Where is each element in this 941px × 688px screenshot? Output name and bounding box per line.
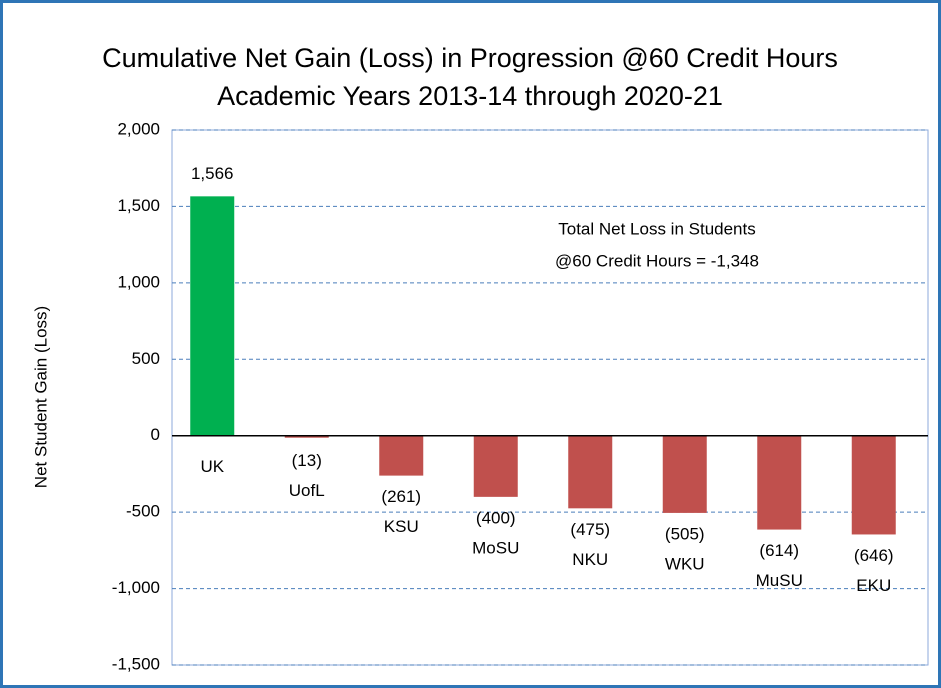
x-tick-label: UK bbox=[200, 457, 224, 476]
x-tick-label: KSU bbox=[384, 517, 419, 536]
annotation: @60 Credit Hours = -1,348 bbox=[555, 251, 759, 270]
y-tick-label: 1,000 bbox=[117, 272, 160, 291]
chart-title: Cumulative Net Gain (Loss) in Progressio… bbox=[102, 43, 838, 73]
y-tick-label: 0 bbox=[151, 425, 160, 444]
data-label: (400) bbox=[476, 508, 516, 527]
y-tick-label: 500 bbox=[132, 349, 160, 368]
y-tick-label: -1,500 bbox=[112, 654, 160, 673]
bar bbox=[568, 435, 613, 509]
data-label: (505) bbox=[665, 524, 705, 543]
data-label: (261) bbox=[381, 487, 421, 506]
data-label: (646) bbox=[854, 546, 894, 565]
bar bbox=[851, 435, 896, 535]
data-label: 1,566 bbox=[191, 164, 234, 183]
data-label: (614) bbox=[759, 541, 799, 560]
bar bbox=[662, 435, 707, 513]
x-tick-label: WKU bbox=[665, 554, 705, 573]
bar bbox=[190, 196, 235, 436]
data-label: (13) bbox=[292, 451, 322, 470]
bar bbox=[284, 435, 329, 438]
bar bbox=[473, 435, 518, 497]
x-tick-label: UofL bbox=[289, 481, 325, 500]
x-tick-label: MoSU bbox=[472, 538, 519, 557]
data-label: (475) bbox=[570, 520, 610, 539]
y-tick-label: -1,000 bbox=[112, 578, 160, 597]
y-tick-label: -500 bbox=[126, 502, 160, 521]
bar bbox=[757, 435, 802, 530]
annotation: Total Net Loss in Students bbox=[558, 219, 756, 238]
y-axis-label: Net Student Gain (Loss) bbox=[31, 306, 50, 488]
bar bbox=[379, 435, 424, 476]
x-tick-label: EKU bbox=[856, 576, 891, 595]
y-tick-label: 2,000 bbox=[117, 119, 160, 138]
y-tick-label: 1,500 bbox=[117, 196, 160, 215]
x-tick-label: NKU bbox=[572, 550, 608, 569]
x-tick-label: MuSU bbox=[756, 571, 803, 590]
chart-subtitle: Academic Years 2013-14 through 2020-21 bbox=[217, 81, 723, 111]
